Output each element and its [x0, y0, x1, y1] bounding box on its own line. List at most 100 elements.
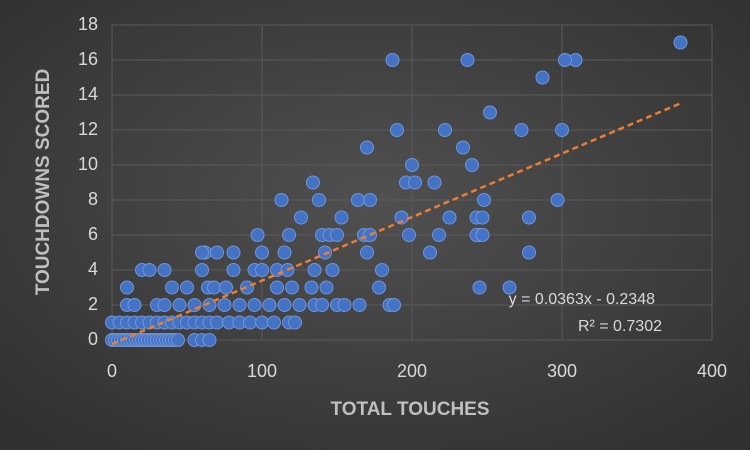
point	[550, 193, 565, 207]
point	[250, 228, 265, 242]
x-tick-label: 100	[247, 361, 277, 381]
point	[120, 280, 134, 295]
trendline	[111, 102, 681, 346]
y-tick-label: 10	[78, 154, 98, 174]
x-tick-label: 200	[397, 361, 427, 381]
point	[337, 298, 352, 312]
point	[165, 280, 179, 295]
point	[306, 175, 320, 190]
point	[408, 175, 422, 190]
x-tick-label: 300	[547, 361, 577, 381]
point	[325, 263, 340, 277]
x-axis-title: TOTAL TOUCHES	[330, 399, 489, 420]
point	[307, 263, 322, 277]
point	[157, 298, 172, 312]
point	[372, 280, 386, 295]
point	[360, 140, 374, 155]
point	[558, 53, 572, 67]
point	[475, 210, 490, 225]
point	[172, 298, 187, 312]
point	[207, 280, 221, 295]
point	[330, 228, 344, 242]
point	[274, 193, 289, 207]
point	[202, 298, 217, 312]
point	[427, 175, 442, 190]
point	[522, 210, 536, 225]
point	[522, 245, 536, 260]
point	[292, 298, 307, 312]
point	[502, 280, 517, 295]
point	[142, 263, 157, 277]
point	[226, 263, 241, 277]
y-tick-label: 12	[78, 119, 98, 139]
y-tick-label: 0	[88, 329, 98, 349]
y-tick-label: 8	[88, 189, 98, 209]
point	[255, 315, 269, 330]
point	[460, 53, 475, 67]
y-tick-label: 4	[88, 259, 98, 279]
point	[219, 280, 233, 295]
point	[555, 123, 569, 137]
point	[180, 280, 194, 295]
point	[352, 298, 367, 312]
point	[282, 228, 296, 242]
point	[277, 298, 292, 312]
point	[232, 298, 247, 312]
point	[405, 158, 419, 172]
x-tick-label: 0	[107, 361, 117, 381]
point	[318, 245, 332, 260]
point	[402, 228, 416, 242]
point	[270, 280, 284, 295]
y-tick-label: 16	[78, 49, 98, 69]
point	[387, 298, 401, 312]
point	[285, 280, 299, 295]
point	[304, 280, 319, 295]
point	[262, 298, 277, 312]
point	[673, 35, 688, 50]
point	[375, 263, 389, 277]
point	[195, 263, 209, 277]
point	[465, 158, 479, 172]
point	[202, 333, 217, 347]
point	[432, 228, 446, 242]
point	[423, 245, 437, 260]
point	[390, 123, 404, 137]
point	[319, 280, 334, 295]
point	[187, 298, 202, 312]
point	[127, 298, 142, 312]
point	[472, 280, 487, 295]
point	[247, 298, 262, 312]
x-tick-label: 400	[697, 361, 727, 381]
point	[226, 245, 241, 260]
y-tick-label: 18	[78, 14, 98, 34]
point	[360, 245, 374, 260]
y-tick-label: 6	[88, 224, 98, 244]
point	[288, 315, 302, 330]
point	[483, 105, 497, 120]
point	[442, 210, 457, 225]
y-axis-title: TOUCHDOWNS SCORED	[33, 69, 54, 296]
trendline-equation: y = 0.0363x - 0.2348	[509, 291, 655, 308]
point	[351, 193, 365, 207]
point	[157, 263, 172, 277]
point	[255, 245, 269, 260]
point	[240, 280, 254, 295]
point	[477, 193, 491, 207]
point	[210, 245, 224, 260]
point	[456, 140, 470, 155]
y-tick-label: 14	[78, 84, 98, 104]
point	[267, 315, 281, 330]
point	[171, 333, 185, 347]
point	[312, 193, 326, 207]
point	[243, 315, 257, 330]
point	[334, 210, 349, 225]
point	[210, 315, 224, 330]
point	[195, 245, 209, 260]
point	[363, 193, 377, 207]
point	[514, 123, 529, 137]
y-tick-label: 2	[88, 294, 98, 314]
point	[217, 298, 232, 312]
